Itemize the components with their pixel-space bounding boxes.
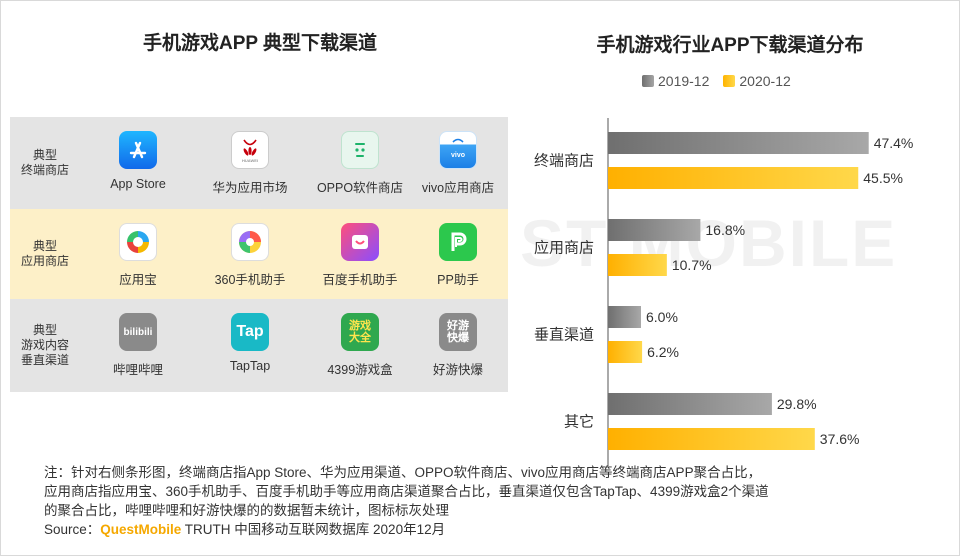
360-assistant-item: 360手机助手 [200, 223, 300, 288]
data-label: 45.5% [863, 170, 903, 186]
oppo-store-icon [341, 131, 379, 169]
source-line: Source：QuestMobile TRUTH 中国移动互联网数据库 2020… [44, 520, 944, 539]
data-label: 29.8% [777, 396, 817, 412]
legend-swatch-2020 [723, 75, 736, 87]
bar-chart: 终端商店 47.4% 45.5% 应用商店 16.8% 10.7% 垂直渠道 6.0% 6.2%… [534, 118, 914, 466]
app-store-icon [119, 131, 157, 169]
legend-item-2020: 2020-12 [723, 73, 791, 89]
svg-text:vivo: vivo [451, 152, 465, 159]
pp-assistant-item: PP助手 [408, 223, 508, 288]
bar-2020 [608, 167, 859, 189]
category-label: 其它 [564, 413, 594, 431]
chart-title: 手机游戏行业APP下载渠道分布 [596, 35, 864, 56]
bar-2020 [608, 428, 815, 450]
data-label: 6.0% [646, 309, 678, 325]
data-label: 47.4% [874, 135, 914, 151]
row-label: 典型 应用商店 [20, 239, 69, 268]
app-name: 应用宝 [119, 273, 157, 287]
app-store-item: App Store [88, 131, 188, 191]
data-label: 37.6% [820, 431, 860, 447]
data-label: 6.2% [647, 344, 679, 360]
source-suffix: TRUTH 中国移动互联网数据库 2020年12月 [181, 522, 446, 537]
watermark: ST MOBILE [520, 206, 898, 280]
table-row-vertical-channel: 典型 游戏内容 垂直渠道 bilibili 哔哩哔哩 Tap TapTap 游戏… [10, 299, 508, 392]
row-label: 典型 终端商店 [20, 148, 69, 177]
huawei-appgallery-item: HUAWEI 华为应用市场 [200, 131, 300, 196]
yingyongbao-icon [119, 223, 157, 261]
vivo-store-item: vivo vivo应用商店 [408, 131, 508, 196]
app-name: 4399游戏盒 [327, 363, 393, 377]
legend-label-2020: 2020-12 [739, 73, 791, 89]
footnote: 注：针对右侧条形图，终端商店指App Store、华为应用渠道、OPPO软件商店… [44, 463, 944, 539]
app-name: 360手机助手 [214, 273, 286, 287]
app-name: OPPO软件商店 [316, 181, 404, 195]
huawei-appgallery-icon: HUAWEI [231, 131, 269, 169]
taptap-icon: Tap [231, 313, 269, 351]
vivo-store-icon: vivo [439, 131, 477, 169]
pp-assistant-icon [439, 223, 477, 261]
note-line-2: 应用商店指应用宝、360手机助手、百度手机助手等应用商店渠道聚合占比，垂直渠道仅… [44, 484, 769, 499]
source-brand: QuestMobile [100, 522, 182, 537]
bar-2019 [608, 132, 869, 154]
oppo-store-item: OPPO软件商店 [310, 131, 410, 196]
yingyongbao-item: 应用宝 [88, 223, 188, 288]
category-label: 应用商店 [534, 239, 594, 257]
bar-2020 [608, 341, 643, 363]
table-row-terminal-store: 典型 终端商店 App Store HUAWEI 华为应用市场 OPPO软件商店… [10, 117, 508, 209]
haoyoukuaibao-icon: 好游 快爆 [439, 313, 477, 351]
app-name: 百度手机助手 [322, 273, 398, 287]
left-panel-title: 手机游戏APP 典型下载渠道 [142, 33, 377, 54]
haoyoukuaibao-icon-text: 好游 快爆 [447, 320, 469, 344]
4399-item: 游戏 大全 4399游戏盒 [310, 313, 410, 378]
haoyoukuaibao-item: 好游 快爆 好游快爆 [408, 313, 508, 378]
svg-text:HUAWEI: HUAWEI [242, 158, 258, 163]
baidu-assistant-item: 百度手机助手 [310, 223, 410, 288]
note-line-1: 注：针对右侧条形图，终端商店指App Store、华为应用渠道、OPPO软件商店… [44, 465, 762, 480]
legend-swatch-2019 [642, 75, 654, 87]
360-assistant-icon [231, 223, 269, 261]
note-line-3: 的聚合占比，哔哩哔哩和好游快爆的的数据暂未统计，图标标灰处理 [44, 503, 449, 518]
app-name: vivo应用商店 [421, 181, 495, 195]
bilibili-item: bilibili 哔哩哔哩 [88, 313, 188, 378]
bilibili-icon-text: bilibili [123, 326, 153, 338]
bar-2020 [608, 254, 667, 276]
4399-icon: 游戏 大全 [341, 313, 379, 351]
bilibili-icon: bilibili [119, 313, 157, 351]
legend-item-2019: 2019-12 [642, 73, 709, 89]
category-label: 终端商店 [534, 153, 594, 170]
row-label: 典型 游戏内容 垂直渠道 [20, 323, 69, 367]
legend-label-2019: 2019-12 [658, 73, 710, 89]
chart-legend: 2019-12 2020-12 [642, 72, 805, 90]
baidu-assistant-icon [341, 223, 379, 261]
app-name: PP助手 [437, 273, 479, 287]
app-name: 哔哩哔哩 [112, 363, 163, 377]
4399-icon-text: 游戏 大全 [349, 320, 371, 344]
app-name: App Store [110, 177, 166, 191]
app-name: 华为应用市场 [212, 181, 288, 195]
data-label: 16.8% [705, 222, 745, 238]
source-prefix: Source： [44, 522, 101, 537]
channel-table: 典型 终端商店 App Store HUAWEI 华为应用市场 OPPO软件商店… [10, 117, 508, 392]
app-name: TapTap [229, 359, 271, 373]
table-row-app-store: 典型 应用商店 应用宝 360手机助手 百度手机助手 PP助手 [10, 209, 508, 299]
bar-2019 [608, 219, 701, 241]
bar-2019 [608, 306, 641, 328]
taptap-item: Tap TapTap [200, 313, 300, 373]
bar-2019 [608, 393, 772, 415]
data-label: 10.7% [672, 257, 712, 273]
category-label: 垂直渠道 [534, 327, 594, 344]
taptap-icon-text: Tap [236, 323, 264, 340]
app-name: 好游快爆 [432, 363, 483, 377]
